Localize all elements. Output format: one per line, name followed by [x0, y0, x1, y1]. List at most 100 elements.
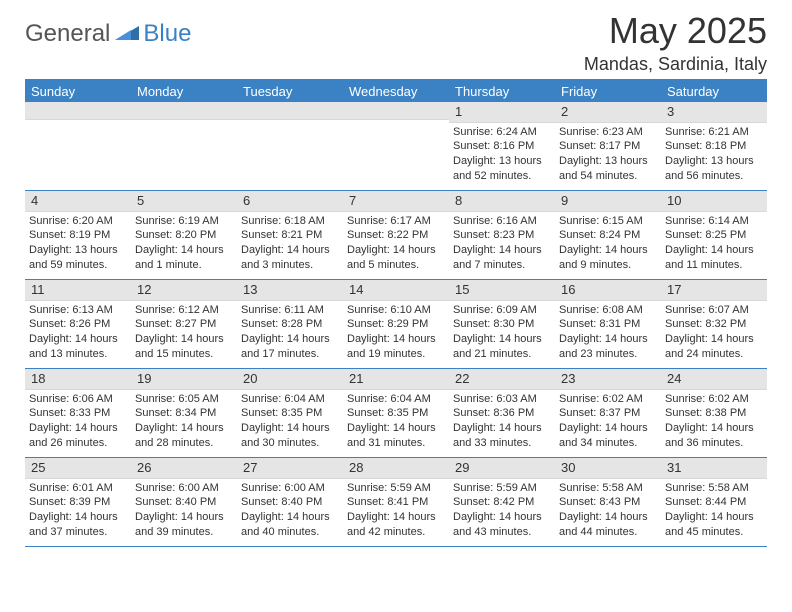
- sunrise-text: Sunrise: 6:15 AM: [559, 214, 657, 229]
- day-cell: 21Sunrise: 6:04 AMSunset: 8:35 PMDayligh…: [343, 369, 449, 457]
- sunrise-text: Sunrise: 6:05 AM: [135, 392, 233, 407]
- day-body: Sunrise: 6:11 AMSunset: 8:28 PMDaylight:…: [237, 301, 343, 366]
- sunrise-text: Sunrise: 6:14 AM: [665, 214, 763, 229]
- day-number: 5: [131, 191, 237, 212]
- sunset-text: Sunset: 8:28 PM: [241, 317, 339, 332]
- day-body: Sunrise: 6:13 AMSunset: 8:26 PMDaylight:…: [25, 301, 131, 366]
- day-cell: 29Sunrise: 5:59 AMSunset: 8:42 PMDayligh…: [449, 458, 555, 546]
- daylight-text: Daylight: 14 hours and 26 minutes.: [29, 421, 127, 451]
- week-row: 11Sunrise: 6:13 AMSunset: 8:26 PMDayligh…: [25, 280, 767, 369]
- day-number: 27: [237, 458, 343, 479]
- daylight-text: Daylight: 14 hours and 30 minutes.: [241, 421, 339, 451]
- day-number: 9: [555, 191, 661, 212]
- daylight-text: Daylight: 14 hours and 42 minutes.: [347, 510, 445, 540]
- week-row: 25Sunrise: 6:01 AMSunset: 8:39 PMDayligh…: [25, 458, 767, 547]
- daylight-text: Daylight: 14 hours and 28 minutes.: [135, 421, 233, 451]
- daylight-text: Daylight: 14 hours and 36 minutes.: [665, 421, 763, 451]
- week-row: 4Sunrise: 6:20 AMSunset: 8:19 PMDaylight…: [25, 191, 767, 280]
- day-cell: 4Sunrise: 6:20 AMSunset: 8:19 PMDaylight…: [25, 191, 131, 279]
- sunrise-text: Sunrise: 6:16 AM: [453, 214, 551, 229]
- sunrise-text: Sunrise: 6:12 AM: [135, 303, 233, 318]
- sunrise-text: Sunrise: 5:58 AM: [559, 481, 657, 496]
- day-number: 13: [237, 280, 343, 301]
- daylight-text: Daylight: 14 hours and 15 minutes.: [135, 332, 233, 362]
- day-cell: [131, 102, 237, 190]
- day-body: Sunrise: 6:04 AMSunset: 8:35 PMDaylight:…: [237, 390, 343, 455]
- daylight-text: Daylight: 14 hours and 34 minutes.: [559, 421, 657, 451]
- day-number: 20: [237, 369, 343, 390]
- day-body: Sunrise: 6:02 AMSunset: 8:37 PMDaylight:…: [555, 390, 661, 455]
- sunset-text: Sunset: 8:40 PM: [135, 495, 233, 510]
- day-cell: 25Sunrise: 6:01 AMSunset: 8:39 PMDayligh…: [25, 458, 131, 546]
- sunrise-text: Sunrise: 5:58 AM: [665, 481, 763, 496]
- sunset-text: Sunset: 8:27 PM: [135, 317, 233, 332]
- weekday-header: Monday: [131, 81, 237, 102]
- daylight-text: Daylight: 14 hours and 40 minutes.: [241, 510, 339, 540]
- sunset-text: Sunset: 8:44 PM: [665, 495, 763, 510]
- week-row: 18Sunrise: 6:06 AMSunset: 8:33 PMDayligh…: [25, 369, 767, 458]
- daylight-text: Daylight: 14 hours and 11 minutes.: [665, 243, 763, 273]
- day-body: Sunrise: 6:12 AMSunset: 8:27 PMDaylight:…: [131, 301, 237, 366]
- day-cell: 19Sunrise: 6:05 AMSunset: 8:34 PMDayligh…: [131, 369, 237, 457]
- daylight-text: Daylight: 14 hours and 3 minutes.: [241, 243, 339, 273]
- weekday-header: Wednesday: [343, 81, 449, 102]
- sunrise-text: Sunrise: 6:18 AM: [241, 214, 339, 229]
- daylight-text: Daylight: 14 hours and 1 minute.: [135, 243, 233, 273]
- day-number: 3: [661, 102, 767, 123]
- weekday-header: Tuesday: [237, 81, 343, 102]
- day-cell: 8Sunrise: 6:16 AMSunset: 8:23 PMDaylight…: [449, 191, 555, 279]
- day-cell: 14Sunrise: 6:10 AMSunset: 8:29 PMDayligh…: [343, 280, 449, 368]
- day-cell: 10Sunrise: 6:14 AMSunset: 8:25 PMDayligh…: [661, 191, 767, 279]
- day-number: 11: [25, 280, 131, 301]
- calendar: Sunday Monday Tuesday Wednesday Thursday…: [25, 79, 767, 547]
- day-number: 31: [661, 458, 767, 479]
- sunset-text: Sunset: 8:26 PM: [29, 317, 127, 332]
- daylight-text: Daylight: 14 hours and 17 minutes.: [241, 332, 339, 362]
- day-number: 4: [25, 191, 131, 212]
- sunset-text: Sunset: 8:40 PM: [241, 495, 339, 510]
- sunset-text: Sunset: 8:20 PM: [135, 228, 233, 243]
- day-body: Sunrise: 6:19 AMSunset: 8:20 PMDaylight:…: [131, 212, 237, 277]
- sunset-text: Sunset: 8:21 PM: [241, 228, 339, 243]
- day-cell: 18Sunrise: 6:06 AMSunset: 8:33 PMDayligh…: [25, 369, 131, 457]
- sunset-text: Sunset: 8:33 PM: [29, 406, 127, 421]
- day-cell: 31 Sunrise: 5:58 AMSunset: 8:44 PMDayligh…: [661, 458, 767, 546]
- day-cell: 11Sunrise: 6:13 AMSunset: 8:26 PMDayligh…: [25, 280, 131, 368]
- daylight-text: Daylight: 14 hours and 9 minutes.: [559, 243, 657, 273]
- day-number: 16: [555, 280, 661, 301]
- day-cell: 15Sunrise: 6:09 AMSunset: 8:30 PMDayligh…: [449, 280, 555, 368]
- day-cell: 30Sunrise: 5:58 AMSunset: 8:43 PMDayligh…: [555, 458, 661, 546]
- daylight-text: Daylight: 14 hours and 24 minutes.: [665, 332, 763, 362]
- day-number: 19: [131, 369, 237, 390]
- logo-text-general: General: [25, 20, 110, 48]
- sunset-text: Sunset: 8:17 PM: [559, 139, 657, 154]
- day-cell: 12Sunrise: 6:12 AMSunset: 8:27 PMDayligh…: [131, 280, 237, 368]
- day-body: Sunrise: 6:17 AMSunset: 8:22 PMDaylight:…: [343, 212, 449, 277]
- sunset-text: Sunset: 8:30 PM: [453, 317, 551, 332]
- day-number: [237, 102, 343, 120]
- daylight-text: Daylight: 14 hours and 31 minutes.: [347, 421, 445, 451]
- sunrise-text: Sunrise: 6:03 AM: [453, 392, 551, 407]
- day-cell: 7Sunrise: 6:17 AMSunset: 8:22 PMDaylight…: [343, 191, 449, 279]
- daylight-text: Daylight: 14 hours and 21 minutes.: [453, 332, 551, 362]
- daylight-text: Daylight: 14 hours and 45 minutes.: [665, 510, 763, 540]
- day-cell: 16Sunrise: 6:08 AMSunset: 8:31 PMDayligh…: [555, 280, 661, 368]
- sunrise-text: Sunrise: 6:23 AM: [559, 125, 657, 140]
- location-text: Mandas, Sardinia, Italy: [584, 54, 767, 75]
- day-number: 24: [661, 369, 767, 390]
- weekday-header: Sunday: [25, 81, 131, 102]
- weekday-header: Saturday: [661, 81, 767, 102]
- day-number: 2: [555, 102, 661, 123]
- sunset-text: Sunset: 8:31 PM: [559, 317, 657, 332]
- day-cell: 13Sunrise: 6:11 AMSunset: 8:28 PMDayligh…: [237, 280, 343, 368]
- daylight-text: Daylight: 14 hours and 44 minutes.: [559, 510, 657, 540]
- day-number: [131, 102, 237, 120]
- daylight-text: Daylight: 14 hours and 33 minutes.: [453, 421, 551, 451]
- sunset-text: Sunset: 8:43 PM: [559, 495, 657, 510]
- day-number: 21: [343, 369, 449, 390]
- day-number: 18: [25, 369, 131, 390]
- sunset-text: Sunset: 8:42 PM: [453, 495, 551, 510]
- sunrise-text: Sunrise: 6:21 AM: [665, 125, 763, 140]
- logo-mark-icon: [115, 22, 141, 47]
- logo-text-blue: Blue: [143, 20, 191, 48]
